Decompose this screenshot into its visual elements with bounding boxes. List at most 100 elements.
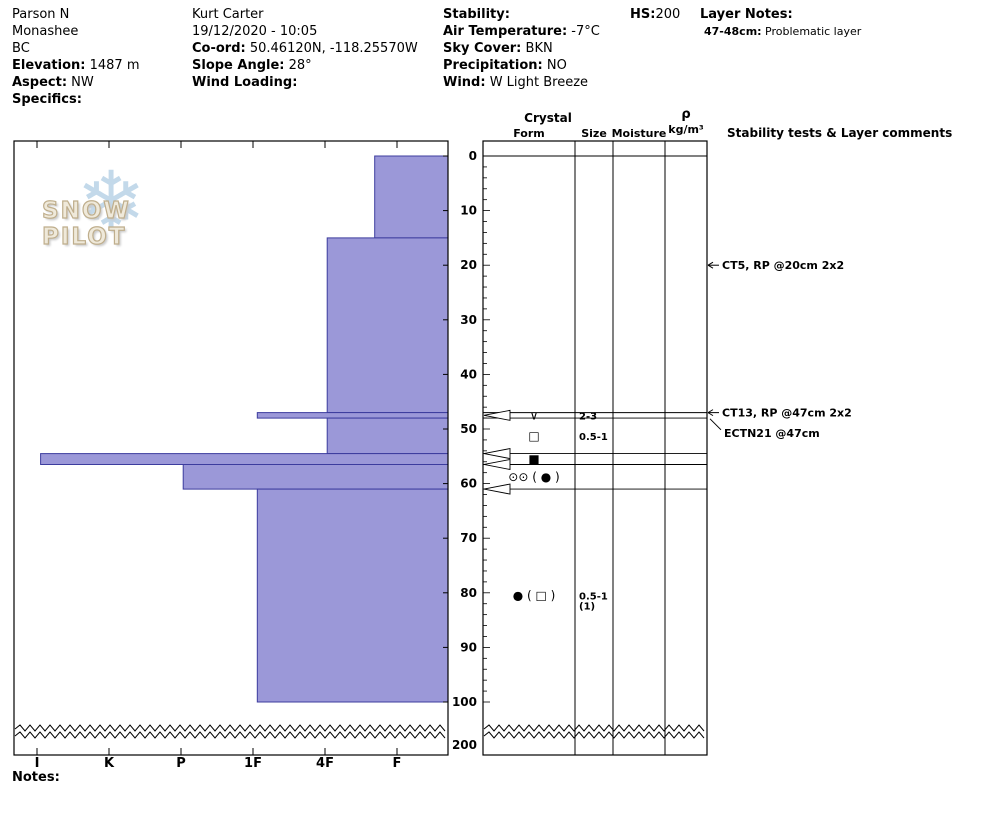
snow-layer-bar	[256, 488, 449, 703]
header-line: Co-ord: 50.46120N, -118.25570W	[192, 40, 418, 57]
weather-block: Stability: Air Temperature: -7°C Sky Cov…	[443, 6, 600, 91]
depth-tick-label: 90	[460, 640, 477, 654]
field-label: Precipitation:	[443, 58, 543, 73]
header-line: Wind: W Light Breeze	[443, 74, 600, 91]
snow-layer-bar	[326, 417, 449, 455]
test-arrowhead-icon	[707, 409, 714, 417]
snow-layer-bar	[182, 464, 449, 490]
density-units-header: kg/m³	[668, 123, 704, 136]
layer-notes-block: Layer Notes: 47-48cm: Problematic layer	[700, 6, 861, 40]
size-header: Size	[581, 127, 607, 140]
hardness-axis-label: F	[393, 756, 402, 771]
field-value: Parson N	[12, 7, 70, 22]
scale-break-zigzag	[14, 731, 446, 739]
header-line: Specifics:	[12, 91, 139, 108]
snow-layer-bar	[374, 155, 449, 239]
field-label: Layer Notes:	[700, 7, 793, 22]
field-value: W Light Breeze	[485, 75, 589, 90]
header-line: Air Temperature: -7°C	[443, 23, 600, 40]
depth-tick-label: 0	[469, 149, 477, 163]
field-value: NO	[542, 58, 567, 73]
header-line: Slope Angle: 28°	[192, 57, 418, 74]
field-label: Air Temperature:	[443, 24, 568, 39]
header-line: Elevation: 1487 m	[12, 57, 139, 74]
depth-tick-label: 80	[460, 586, 477, 600]
hardness-axis-label: P	[176, 756, 186, 771]
logo-text: SNOW PILOT	[41, 197, 131, 250]
stability-column-header: Stability tests & Layer comments	[727, 126, 952, 140]
depth-tick-label: 50	[460, 422, 477, 436]
snow-height-block: HS:200	[630, 6, 680, 23]
layer-marker	[483, 409, 511, 421]
field-label: HS:	[630, 7, 656, 22]
density-header: ρ	[681, 107, 690, 122]
scale-break-zigzag	[14, 724, 446, 732]
field-label: Sky Cover:	[443, 41, 522, 56]
grain-size: 0.5-1	[579, 432, 608, 443]
field-value: BKN	[521, 41, 553, 56]
grain-form-symbol: ⊙⊙ ( ● )	[508, 470, 559, 484]
snow-layer-bar	[40, 453, 449, 466]
observer-block: Kurt Carter 19/12/2020 - 10:05 Co-ord: 5…	[192, 6, 418, 91]
depth-tick-label: 40	[460, 367, 477, 381]
header-line: Monashee	[12, 23, 139, 40]
crystal-header: Crystal	[524, 111, 572, 125]
field-value: Problematic layer	[761, 25, 862, 38]
field-label: Stability:	[443, 7, 510, 22]
snow-layer-bar	[256, 412, 449, 419]
header-line: HS:200	[630, 6, 680, 23]
field-value: 1487 m	[85, 58, 140, 73]
field-value: 50.46120N, -118.25570W	[245, 41, 418, 56]
grain-size-secondary: (1)	[579, 602, 595, 613]
depth-tick-label: 70	[460, 531, 477, 545]
layer-marker	[483, 448, 511, 460]
header-line: Parson N	[12, 6, 139, 23]
field-label: Aspect:	[12, 75, 68, 90]
grain-size: 0.5-1	[579, 592, 608, 603]
stability-test-label: CT13, RP @47cm 2x2	[722, 407, 852, 420]
test-connector-line	[709, 418, 722, 431]
header-line: Kurt Carter	[192, 6, 418, 23]
depth-tick-label: 30	[460, 313, 477, 327]
depth-tick-label: 10	[460, 204, 477, 218]
hardness-axis-label: 1F	[244, 756, 262, 771]
notes-label: Notes:	[12, 770, 60, 785]
hardness-axis-label: 4F	[316, 756, 334, 771]
grain-form-symbol: ■	[528, 452, 539, 466]
field-value: -7°C	[567, 24, 600, 39]
grain-size: 2-3	[579, 411, 597, 422]
layer-marker	[483, 458, 511, 471]
field-value: BC	[12, 41, 30, 56]
depth-break-label: 200	[452, 738, 477, 752]
field-value: NW	[67, 75, 94, 90]
depth-tick-label: 20	[460, 258, 477, 272]
test-arrowhead-icon	[707, 261, 714, 269]
layer-note-line: 47-48cm: Problematic layer	[704, 23, 861, 40]
grain-form-symbol: ∨	[530, 408, 539, 422]
header-line: 19/12/2020 - 10:05	[192, 23, 418, 40]
field-value: 28°	[284, 58, 312, 73]
field-value: Kurt Carter	[192, 7, 264, 22]
header-line: Precipitation: NO	[443, 57, 600, 74]
pit-location-block: Parson N Monashee BC Elevation: 1487 m A…	[12, 6, 139, 108]
field-value: Monashee	[12, 24, 79, 39]
data-panel-frame	[482, 140, 708, 756]
header-line: Aspect: NW	[12, 74, 139, 91]
header-line: BC	[12, 40, 139, 57]
header-line: Stability:	[443, 6, 600, 23]
field-label: Co-ord:	[192, 41, 246, 56]
field-label: Slope Angle:	[192, 58, 285, 73]
field-label: Elevation:	[12, 58, 86, 73]
field-label: Specifics:	[12, 92, 82, 107]
scale-break-zigzag	[483, 731, 705, 739]
field-value: 200	[655, 7, 681, 22]
stability-test-label: ECTN21 @47cm	[724, 427, 820, 440]
depth-tick-label: 60	[460, 477, 477, 491]
grain-form-symbol: ● ( □ )	[513, 589, 556, 603]
field-label: Wind Loading:	[192, 75, 298, 90]
form-header: Form	[513, 127, 545, 140]
moisture-header: Moisture	[612, 127, 667, 140]
grain-form-symbol: □	[528, 429, 539, 443]
field-value: 19/12/2020 - 10:05	[192, 24, 318, 39]
